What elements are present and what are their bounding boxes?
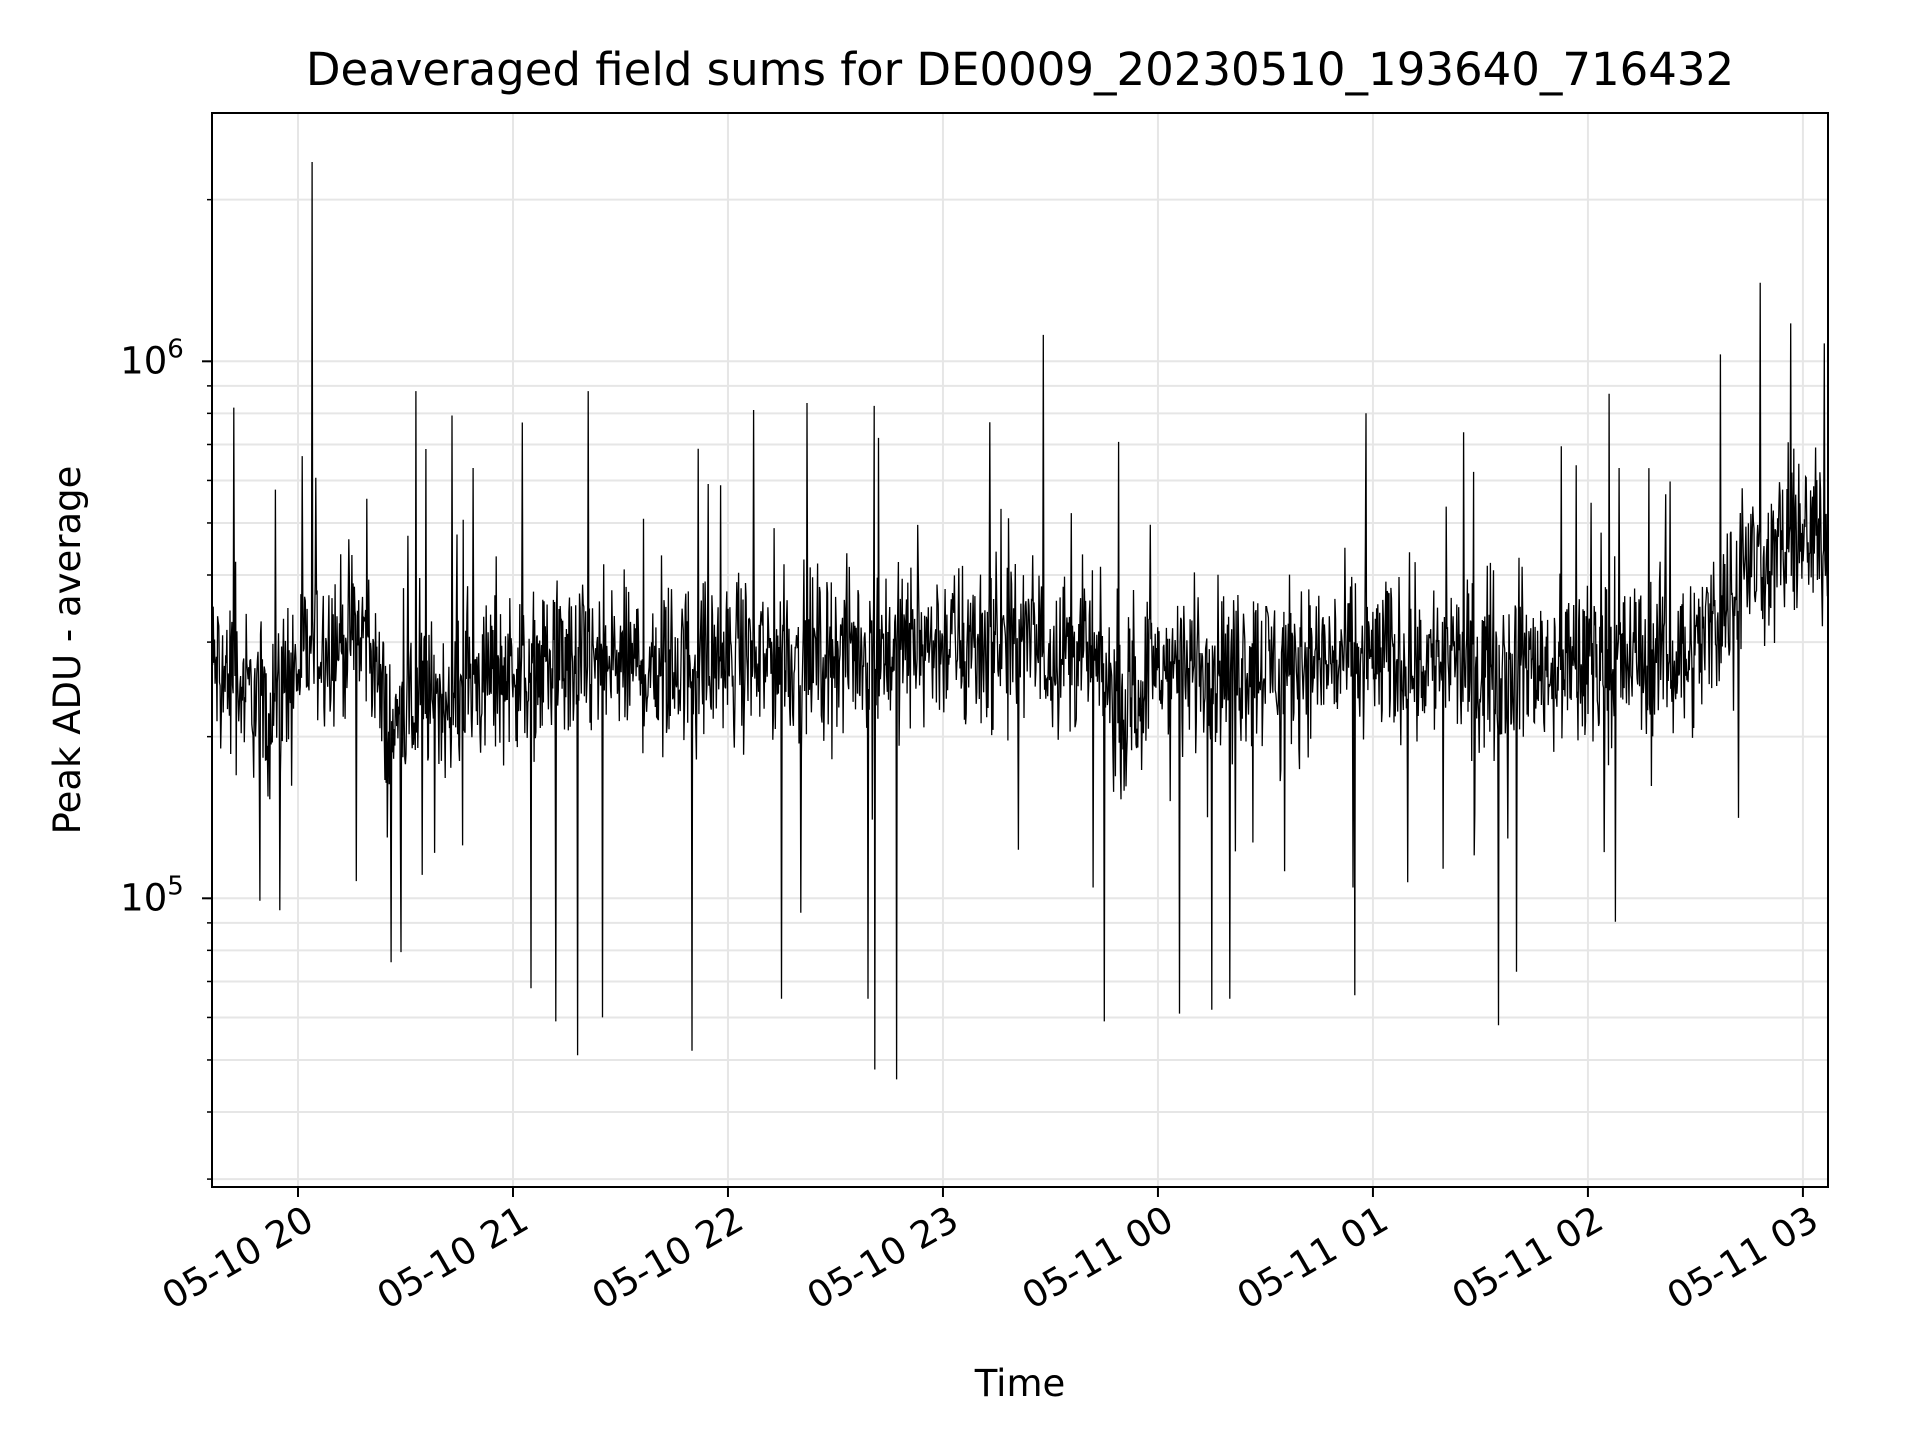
- y-tick-label: 106: [120, 334, 184, 382]
- series-path: [211, 161, 1829, 1080]
- series-line: [211, 161, 1829, 1080]
- plot-frame: [211, 112, 1829, 1188]
- x-axis-label: Time: [974, 1362, 1066, 1405]
- y-tick-label: 105: [120, 871, 184, 919]
- grid: [212, 113, 1828, 1187]
- chart-title: Deaveraged field sums for DE0009_2023051…: [306, 43, 1734, 96]
- y-axis-label: Peak ADU - average: [46, 466, 89, 835]
- y-axis: 105 106: [120, 198, 212, 1180]
